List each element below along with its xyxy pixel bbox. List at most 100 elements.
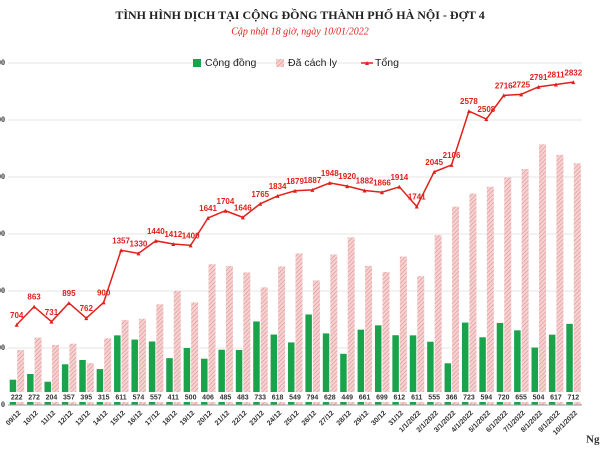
bar	[444, 363, 452, 405]
bar	[382, 271, 390, 405]
y-tick-label: 2000	[0, 172, 5, 181]
value-label-box	[478, 392, 495, 402]
bar	[566, 323, 573, 405]
x-tick-label: 29/12	[353, 410, 370, 427]
community-label: 655	[515, 394, 527, 401]
value-label-box	[147, 392, 164, 402]
total-marker	[345, 184, 350, 189]
total-label: 1440	[147, 227, 165, 236]
bar	[531, 347, 539, 405]
x-tick-label: 26/12	[301, 410, 318, 427]
value-label-box	[443, 392, 460, 402]
bar	[434, 235, 442, 405]
x-tick-label: 17/12	[144, 410, 161, 427]
total-marker	[293, 188, 297, 193]
value-label-box	[165, 392, 182, 402]
total-marker	[84, 316, 89, 321]
bar	[330, 254, 338, 405]
total-label: 2578	[460, 97, 478, 106]
legend-label: Đã cách ly	[288, 57, 338, 69]
bar	[374, 325, 382, 405]
bar	[452, 206, 460, 405]
bar	[392, 335, 399, 405]
bar	[270, 334, 278, 405]
value-label-box	[26, 392, 43, 402]
x-axis-label: Ng	[586, 434, 600, 446]
y-tick-label: 1500	[0, 229, 5, 238]
bar	[235, 349, 243, 405]
x-tick-label: 25/12	[283, 410, 300, 427]
total-label: 2725	[512, 80, 530, 89]
total-marker	[553, 82, 558, 87]
community-label: 504	[533, 394, 545, 401]
bar	[79, 359, 86, 405]
total-marker	[327, 180, 332, 185]
total-label: 2832	[564, 68, 582, 77]
total-marker	[310, 187, 315, 192]
bar	[243, 272, 251, 405]
total-marker	[171, 242, 176, 247]
bar	[357, 329, 365, 405]
x-tick-label: 18/12	[162, 410, 179, 427]
bar	[365, 265, 373, 405]
y-tick-label: 1000	[0, 286, 5, 295]
total-label: 1879	[286, 177, 304, 186]
bar	[496, 322, 504, 405]
bar	[295, 253, 303, 405]
bar	[138, 318, 146, 405]
x-tick-label: 27/12	[318, 410, 335, 427]
total-marker	[432, 169, 437, 174]
x-tick-label: 30/12	[370, 410, 387, 427]
value-label-box	[78, 392, 95, 402]
total-marker	[379, 190, 384, 195]
x-tick-label: 12/12	[57, 410, 74, 427]
value-label-box	[391, 392, 408, 402]
total-label: 1400	[182, 232, 200, 241]
x-tick-label: 21/12	[214, 410, 231, 427]
total-label: 1834	[269, 182, 287, 191]
total-marker	[153, 238, 158, 243]
community-label: 712	[567, 394, 579, 401]
total-label: 1887	[303, 176, 321, 185]
total-label: 2811	[547, 71, 565, 80]
value-label-box	[460, 392, 477, 402]
community-label: 555	[428, 394, 440, 401]
value-label-box	[356, 392, 373, 402]
total-marker	[258, 201, 263, 206]
bar	[305, 314, 312, 405]
y-tick-label: 3000	[0, 58, 5, 67]
community-label: 574	[133, 394, 145, 401]
value-label-box	[287, 392, 303, 402]
bar	[427, 341, 434, 405]
community-label: 272	[28, 394, 40, 401]
community-label: 628	[324, 394, 336, 401]
x-tick-label: 10/12	[22, 410, 39, 427]
total-label: 1914	[390, 173, 408, 182]
community-label: 222	[11, 394, 23, 401]
total-marker	[275, 193, 280, 198]
total-marker	[519, 92, 524, 97]
bar	[121, 319, 129, 405]
bar	[312, 280, 320, 405]
total-marker	[206, 215, 211, 220]
total-label: 1741	[408, 193, 426, 202]
bar	[131, 339, 138, 405]
total-marker	[223, 208, 228, 213]
value-label-box	[234, 392, 251, 402]
community-label: 449	[341, 394, 353, 401]
y-tick-label: 500	[0, 343, 5, 352]
community-label: 204	[46, 394, 58, 401]
total-label: 2045	[425, 158, 443, 167]
value-label-box	[495, 392, 512, 402]
total-marker	[49, 319, 54, 324]
community-label: 661	[359, 394, 371, 401]
total-marker	[14, 322, 19, 327]
community-label: 483	[237, 394, 249, 401]
community-label: 733	[254, 394, 266, 401]
bar	[288, 342, 295, 405]
bar	[469, 193, 477, 405]
community-label: 612	[394, 394, 406, 401]
bar	[27, 373, 34, 405]
bar	[51, 344, 59, 405]
